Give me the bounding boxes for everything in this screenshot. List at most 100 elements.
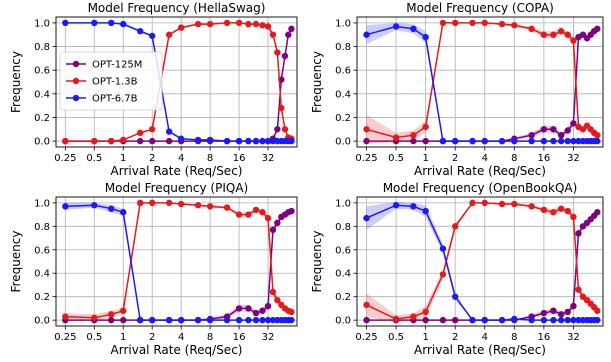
legend-entry-label: OPT-6.7B: [92, 94, 138, 105]
data-point-opt-125m: [165, 137, 173, 145]
data-point-opt-1.3b: [136, 199, 144, 207]
plot-frame: [356, 16, 604, 148]
data-point-opt-6.7b: [259, 316, 266, 324]
data-point-opt-6.7b: [252, 316, 260, 324]
data-point-opt-6.7b: [363, 214, 370, 222]
data-point-opt-125m: [540, 309, 548, 317]
plot-frame: [55, 196, 298, 327]
data-point-opt-125m: [245, 305, 252, 312]
data-point-opt-1.3b: [528, 25, 535, 33]
data-point-opt-125m: [288, 25, 295, 33]
y-tick-label: 0.0: [34, 316, 50, 327]
data-point-opt-1.3b: [252, 206, 260, 214]
data-point-opt-1.3b: [550, 209, 557, 216]
x-tick-label: 16: [538, 153, 551, 164]
x-tick-label: 1: [120, 332, 126, 343]
x-tick-label: 0.5: [388, 153, 404, 164]
data-point-opt-6.7b: [136, 316, 144, 324]
data-point-opt-1.3b: [511, 200, 518, 208]
series-line-opt-6.7b: [366, 25, 598, 142]
data-point-opt-1.3b: [392, 315, 400, 323]
data-point-opt-1.3b: [194, 20, 202, 28]
data-point-opt-6.7b: [557, 137, 565, 145]
series-band-opt-1.3b: [366, 202, 598, 323]
data-point-opt-125m: [557, 131, 565, 139]
data-point-opt-6.7b: [149, 32, 156, 40]
data-point-opt-1.3b: [120, 136, 127, 144]
data-point-opt-6.7b: [245, 316, 252, 324]
data-point-opt-1.3b: [451, 223, 459, 230]
data-point-opt-125m: [557, 311, 565, 318]
data-point-opt-6.7b: [177, 135, 185, 142]
series-line-opt-1.3b: [366, 202, 598, 320]
y-tick-label: 1.0: [34, 18, 50, 29]
chart-panel-1: 0.25 0.5 1 2 4 8 16 32 0.0 0.2 0.4 0.6 0.8 1.0 Model F…: [9, 1, 298, 178]
data-point-opt-6.7b: [575, 137, 582, 145]
data-point-opt-6.7b: [451, 293, 459, 300]
y-tick-label: 0.0: [335, 137, 351, 148]
plot-frame: [356, 196, 604, 327]
data-point-opt-125m: [259, 307, 266, 314]
y-axis-label: Frequency: [9, 231, 23, 293]
data-point-opt-1.3b: [223, 19, 231, 27]
x-tick-label: 32: [567, 332, 580, 343]
data-point-opt-6.7b: [481, 137, 488, 145]
data-point-opt-125m: [281, 52, 289, 60]
series-line-opt-125m: [366, 28, 598, 142]
x-tick-label: 1: [422, 332, 428, 343]
data-point-opt-1.3b: [469, 19, 476, 27]
chart-panel-4: 0.25 0.5 1 2 4 8 16 32 0.0 0.2 0.4 0.6 0.8 1.0 Model F…: [310, 181, 604, 357]
x-tick-label: 32: [567, 153, 580, 164]
data-point-opt-125m: [439, 316, 447, 324]
data-point-opt-6.7b: [410, 25, 417, 33]
data-point-opt-1.3b: [540, 31, 548, 38]
x-axis-label: Arrival Rate (Req/Sec): [111, 343, 243, 357]
data-point-opt-125m: [594, 209, 601, 216]
legend-swatch-marker: [72, 77, 80, 85]
x-tick-label: 8: [207, 153, 213, 164]
series-band-opt-125m: [65, 208, 292, 321]
data-point-opt-1.3b: [363, 301, 370, 309]
x-tick-label: 16: [233, 153, 246, 164]
data-point-opt-1.3b: [235, 19, 243, 27]
x-tick-label: 16: [538, 332, 551, 343]
data-point-opt-125m: [269, 226, 277, 234]
data-point-opt-125m: [594, 25, 601, 33]
y-tick-label: 0.4: [34, 269, 50, 280]
data-point-opt-6.7b: [422, 33, 429, 41]
data-point-opt-6.7b: [439, 245, 447, 252]
data-point-opt-6.7b: [481, 316, 488, 324]
data-point-opt-125m: [550, 126, 557, 133]
data-point-opt-1.3b: [451, 19, 459, 27]
data-point-opt-6.7b: [136, 27, 144, 35]
x-tick-label: 0.5: [86, 332, 102, 343]
data-point-opt-6.7b: [288, 137, 295, 145]
series-line-opt-1.3b: [65, 202, 292, 319]
data-point-opt-1.3b: [278, 104, 285, 112]
x-tick-label: 1: [422, 153, 428, 164]
data-point-opt-125m: [410, 137, 417, 145]
y-tick-label: 0.4: [335, 89, 351, 100]
y-tick-label: 0.4: [34, 89, 50, 100]
series-line-opt-125m: [366, 211, 598, 321]
data-point-opt-6.7b: [288, 316, 295, 324]
data-point-opt-1.3b: [594, 131, 601, 139]
legend-entry-label: OPT-1.3B: [92, 77, 138, 88]
data-point-opt-6.7b: [439, 137, 447, 145]
series-band-opt-6.7b: [65, 202, 292, 321]
data-point-opt-125m: [363, 316, 370, 324]
data-point-opt-1.3b: [481, 199, 488, 207]
data-point-opt-1.3b: [223, 204, 231, 211]
data-point-opt-125m: [136, 137, 144, 145]
x-axis-label: Arrival Rate (Req/Sec): [111, 164, 243, 178]
y-tick-label: 0.0: [34, 137, 50, 148]
data-point-opt-125m: [274, 219, 281, 226]
y-axis-label: Frequency: [310, 51, 324, 113]
x-tick-label: 4: [178, 153, 184, 164]
data-point-opt-1.3b: [439, 271, 447, 278]
data-point-opt-1.3b: [422, 123, 429, 131]
data-point-opt-1.3b: [564, 31, 571, 38]
y-tick-label: 0.6: [335, 66, 351, 77]
y-tick-label: 0.2: [335, 292, 351, 303]
data-point-opt-1.3b: [264, 214, 272, 222]
